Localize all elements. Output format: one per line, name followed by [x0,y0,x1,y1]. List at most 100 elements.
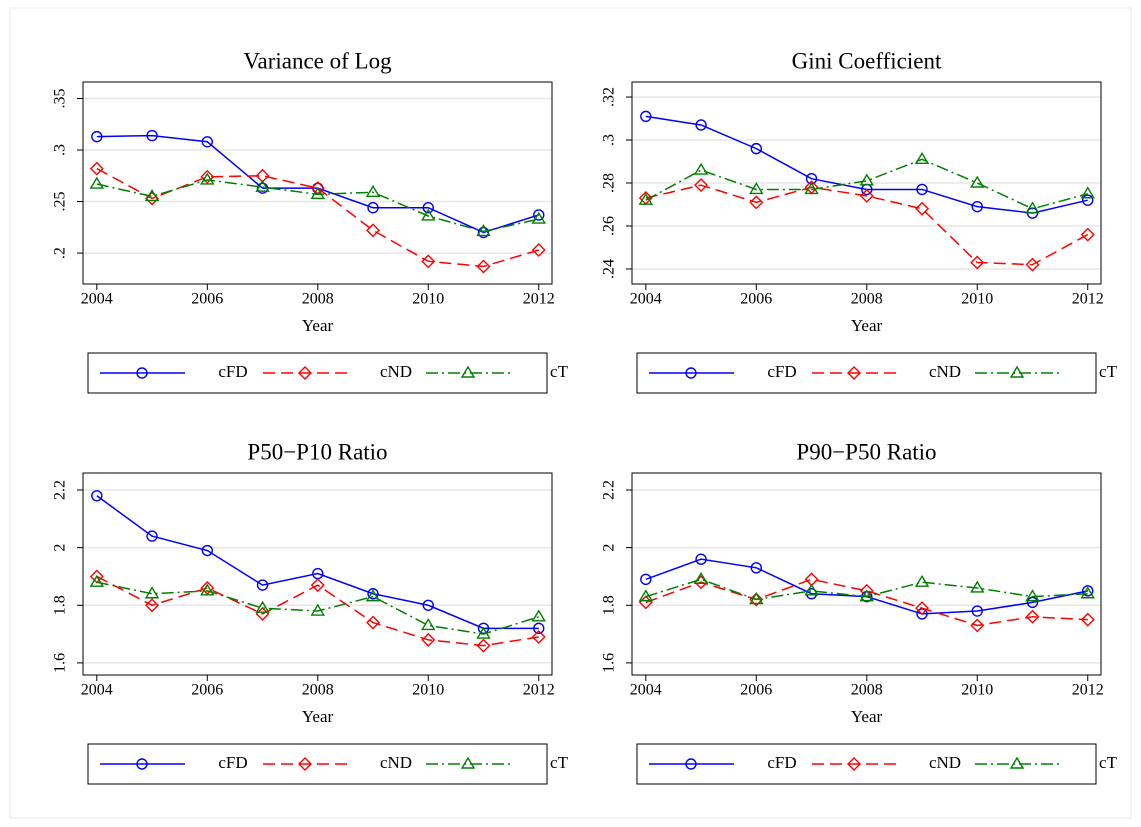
marker [695,119,707,131]
marker [693,162,709,175]
marker [89,161,104,176]
marker [1025,609,1040,624]
marker [89,574,105,587]
chart-title: P90−P50 Ratio [796,439,936,464]
marker [255,600,270,613]
marker [638,192,654,205]
marker [694,178,709,193]
x-tick-label: 2012 [523,291,555,308]
legend-label: cND [380,753,412,772]
marker [310,186,326,200]
x-tick-label: 2010 [412,682,444,699]
marker [367,202,379,214]
marker [749,182,764,195]
chart-title: Variance of Log [243,48,392,73]
legend-label: cT [550,362,569,381]
y-tick-label: 1.8 [52,595,69,615]
legend-label: cFD [218,362,247,381]
series-line [96,495,539,630]
marker [422,202,434,214]
x-axis-label: Year [302,316,334,335]
y-tick-label: .35 [52,88,69,108]
x-tick-label: 2010 [961,291,993,308]
y-tick-label: 1.8 [601,595,618,615]
marker [749,592,764,605]
x-tick-label: 2012 [1072,682,1104,699]
y-tick-label: 2 [601,544,618,552]
legend-label: cT [550,753,569,772]
y-tick-label: .24 [601,259,618,279]
legend-label: cND [929,753,961,772]
x-tick-label: 2004 [630,682,662,699]
y-tick-label: 2.2 [52,480,69,500]
legend-marker [460,365,476,378]
x-axis-label: Year [851,707,883,726]
series-line [96,575,539,647]
series-line [96,581,539,635]
legend-label: cFD [218,753,247,772]
marker [1080,612,1095,627]
marker [476,638,491,653]
x-tick-label: 2010 [412,291,444,308]
marker [200,172,215,185]
marker [638,589,654,602]
marker [970,175,985,188]
marker [533,622,545,635]
marker [1025,589,1040,602]
x-tick-label: 2008 [851,291,883,308]
x-tick-label: 2012 [1072,291,1104,308]
marker [146,530,158,542]
marker [365,184,381,197]
marker [476,224,491,237]
marker [804,182,819,195]
marker [91,490,103,502]
legend-marker [136,367,148,379]
marker [531,629,546,644]
marker [366,223,381,238]
legend-marker [847,366,861,380]
marker [749,195,764,210]
marker [915,601,930,616]
legend-marker [298,366,312,380]
y-tick-label: 1.6 [52,653,69,673]
legend-marker [847,757,861,771]
x-tick-label: 2006 [191,291,223,308]
marker [200,583,215,596]
series-line [645,578,1088,601]
marker [531,211,546,224]
marker [366,615,381,630]
legend-label: cND [380,362,412,381]
y-tick-label: 2 [52,544,69,552]
marker [640,110,652,123]
marker [531,609,546,622]
x-tick-label: 2010 [961,682,993,699]
y-tick-label: 1.6 [601,653,618,673]
figure-frame [9,7,1132,819]
marker [531,243,546,257]
marker [144,586,160,599]
marker [421,632,436,647]
marker [144,189,160,202]
marker [1025,257,1040,272]
marker [255,179,270,192]
marker [310,603,326,616]
marker [201,544,213,557]
marker [916,183,928,196]
marker [859,589,875,602]
x-tick-label: 2008 [302,291,334,308]
marker [970,580,985,593]
marker [1025,201,1040,214]
marker [750,562,762,574]
series-line [645,184,1089,266]
legend-label: cT [1099,753,1118,772]
marker [476,259,491,274]
marker [365,589,381,602]
chart-title: Gini Coefficient [792,48,942,73]
marker [970,255,985,270]
plot-frame [82,472,553,676]
marker [640,573,652,586]
plot-frame [631,472,1102,676]
marker [256,579,269,591]
marker [91,130,103,143]
marker [312,182,324,194]
